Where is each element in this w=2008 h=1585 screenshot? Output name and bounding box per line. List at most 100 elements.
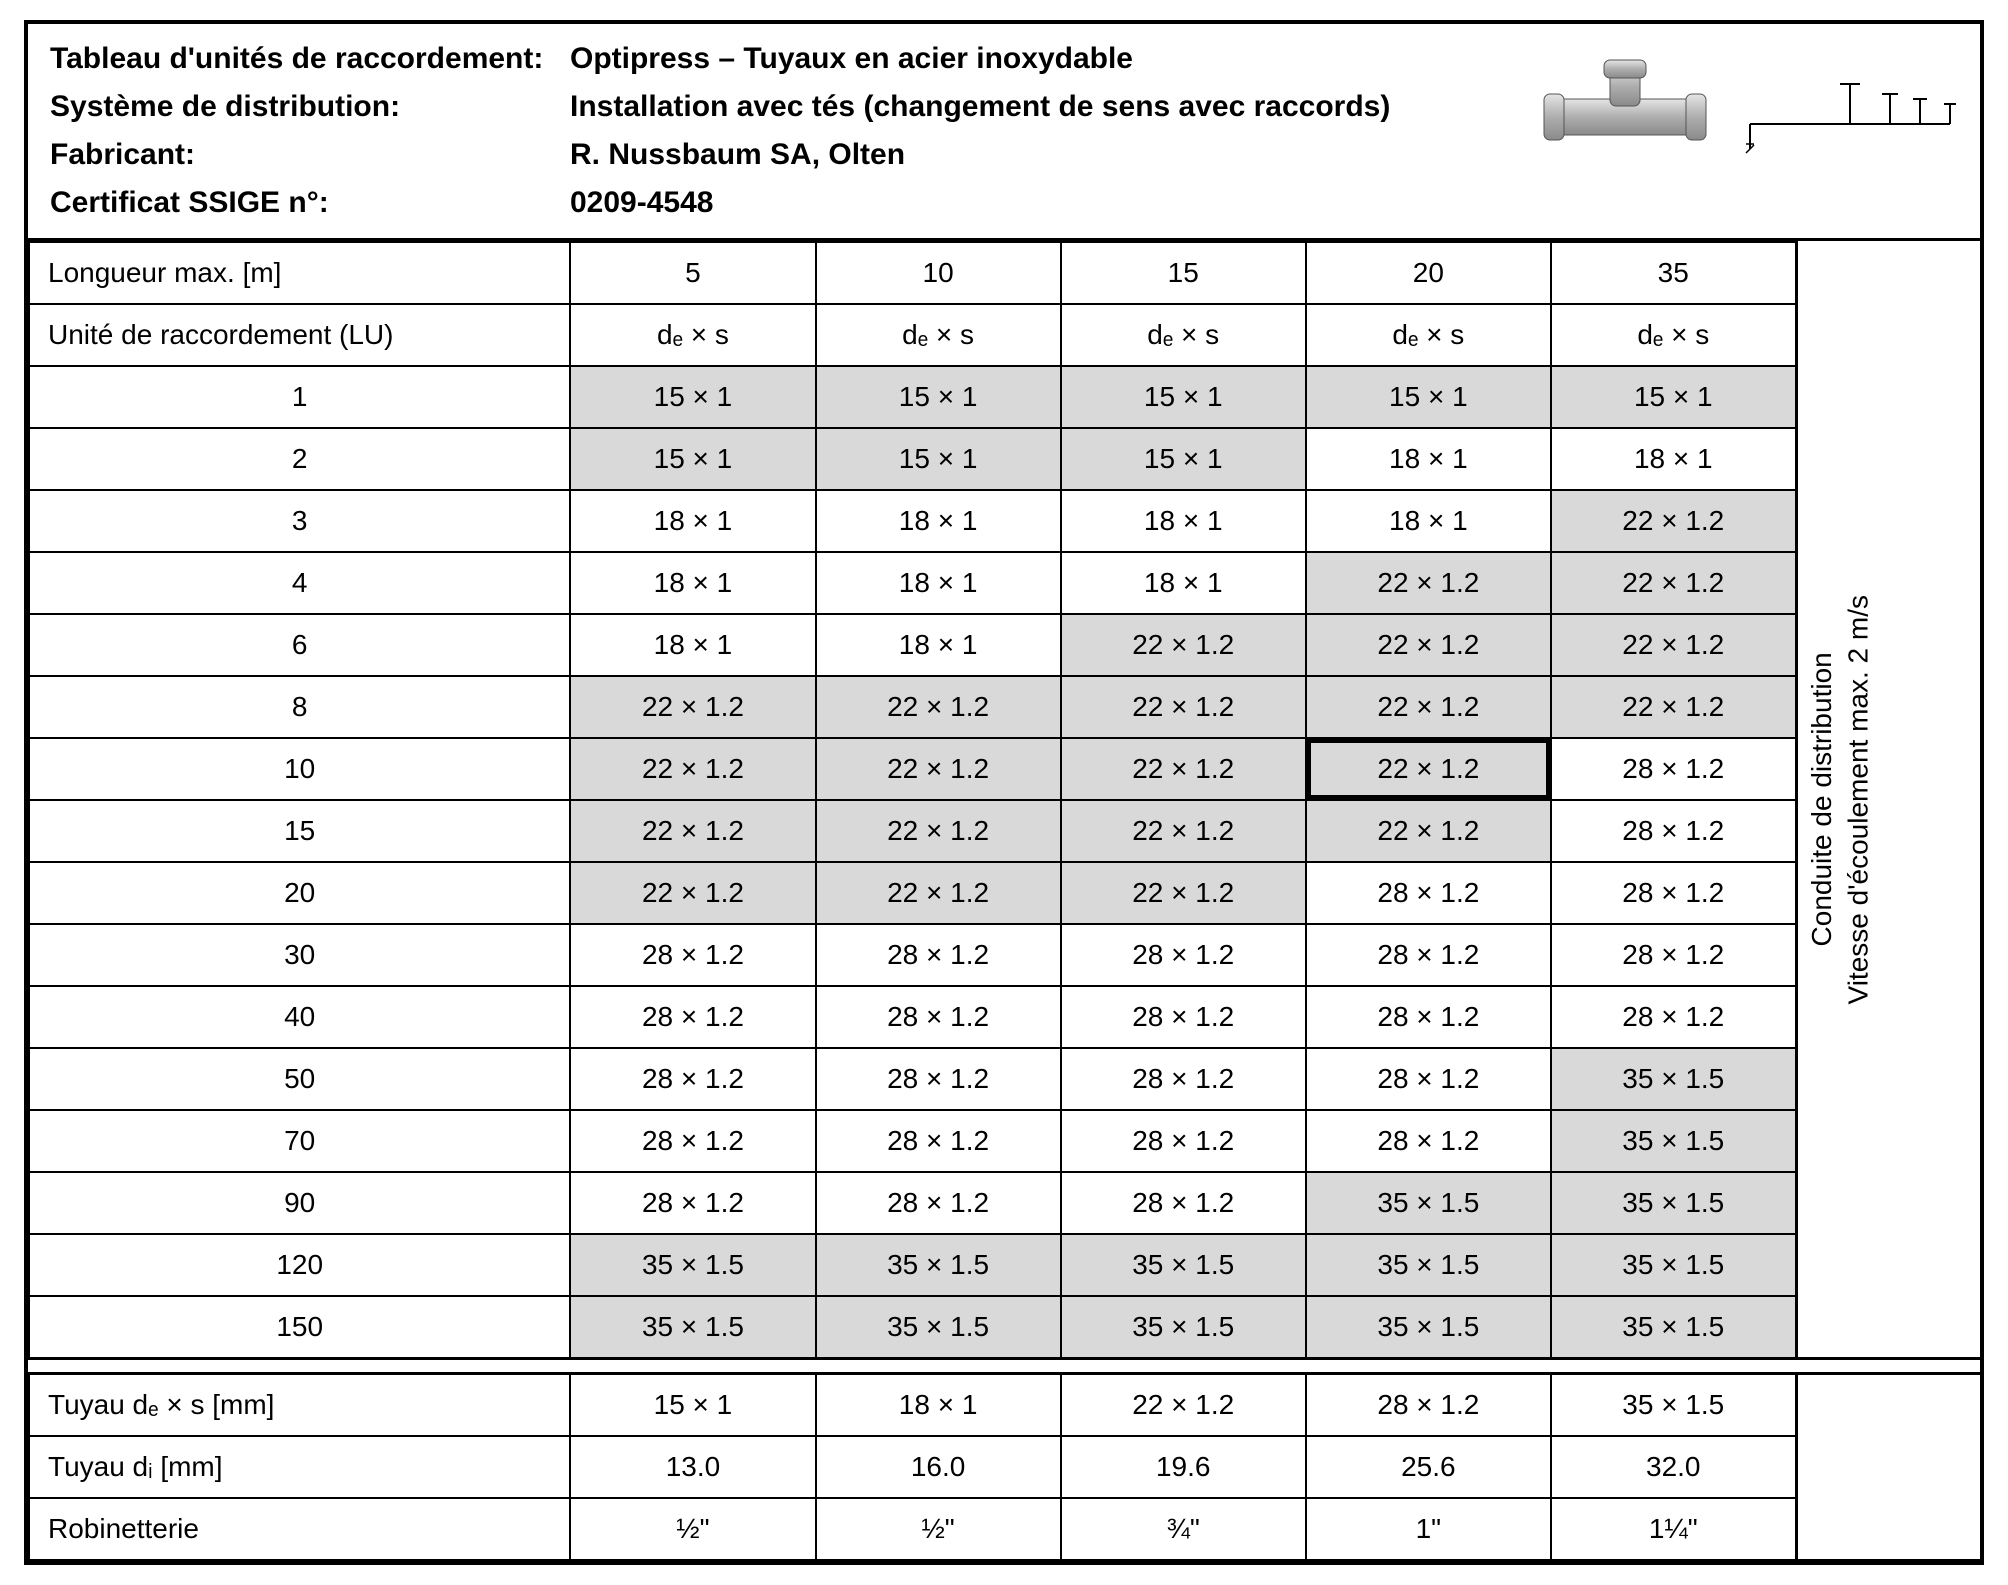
size-cell: 22 × 1.2 — [570, 800, 815, 862]
lu-value: 120 — [29, 1234, 570, 1296]
dexs-header-4: dₑ × s — [1551, 304, 1796, 366]
size-cell: 28 × 1.2 — [1306, 1110, 1551, 1172]
footer-side-blank — [1796, 1436, 1980, 1498]
lu-value: 30 — [29, 924, 570, 986]
size-cell: 22 × 1.2 — [1306, 676, 1551, 738]
size-cell: 35 × 1.5 — [1551, 1048, 1796, 1110]
size-cell: 15 × 1 — [1061, 366, 1306, 428]
side-line2: Vitesse d'écoulement max. 2 m/s — [1842, 595, 1873, 1004]
tee-fitting-icon — [1540, 54, 1710, 159]
size-cell: 35 × 1.5 — [570, 1234, 815, 1296]
footer-cell: 25.6 — [1306, 1436, 1551, 1498]
size-cell: 28 × 1.2 — [1061, 1110, 1306, 1172]
size-cell: 22 × 1.2 — [1061, 676, 1306, 738]
lu-label: Unité de raccordement (LU) — [29, 304, 570, 366]
size-cell: 22 × 1.2 — [1061, 800, 1306, 862]
footer-cell: ½" — [816, 1498, 1061, 1560]
lu-value: 20 — [29, 862, 570, 924]
size-cell: 35 × 1.5 — [570, 1296, 815, 1359]
dexs-header-0: dₑ × s — [570, 304, 815, 366]
footer-cell: 19.6 — [1061, 1436, 1306, 1498]
size-cell: 22 × 1.2 — [1306, 800, 1551, 862]
footer-label-0: Tuyau dₑ × s [mm] — [29, 1374, 570, 1437]
label-certificat: Certificat SSIGE n°: — [50, 186, 570, 220]
side-note-cell: Conduite de distribution Vitesse d'écoul… — [1796, 242, 1980, 1359]
size-cell: 28 × 1.2 — [570, 1172, 815, 1234]
footer-cell: 35 × 1.5 — [1551, 1374, 1796, 1437]
footer-cell: ¾" — [1061, 1498, 1306, 1560]
lu-value: 6 — [29, 614, 570, 676]
size-cell: 35 × 1.5 — [816, 1234, 1061, 1296]
size-cell: 28 × 1.2 — [816, 1172, 1061, 1234]
size-cell: 15 × 1 — [816, 366, 1061, 428]
document-frame: Tableau d'unités de raccordement: Optipr… — [24, 20, 1984, 1565]
size-cell: 18 × 1 — [816, 552, 1061, 614]
sizing-table: Longueur max. [m]51015 20 35 Conduite de d… — [28, 241, 1980, 1561]
size-cell: 22 × 1.2 — [1551, 676, 1796, 738]
size-cell: 28 × 1.2 — [1551, 986, 1796, 1048]
schematic-icon — [1740, 54, 1960, 159]
size-cell: 28 × 1.2 — [570, 1110, 815, 1172]
size-cell: 28 × 1.2 — [1061, 924, 1306, 986]
size-cell: 22 × 1.2 — [1306, 552, 1551, 614]
footer-cell: 28 × 1.2 — [1306, 1374, 1551, 1437]
size-cell: 18 × 1 — [1306, 490, 1551, 552]
lu-value: 70 — [29, 1110, 570, 1172]
size-cell: 22 × 1.2 — [816, 862, 1061, 924]
separator-row — [29, 1359, 1980, 1374]
size-cell: 28 × 1.2 — [1551, 924, 1796, 986]
length-col-1: 10 — [816, 242, 1061, 304]
footer-cell: 18 × 1 — [816, 1374, 1061, 1437]
lu-value: 50 — [29, 1048, 570, 1110]
footer-cell: 1" — [1306, 1498, 1551, 1560]
size-cell: 22 × 1.2 — [1306, 614, 1551, 676]
size-cell: 22 × 1.2 — [570, 738, 815, 800]
size-cell: 15 × 1 — [1306, 366, 1551, 428]
footer-cell: 13.0 — [570, 1436, 815, 1498]
size-cell: 35 × 1.5 — [1551, 1110, 1796, 1172]
size-cell: 28 × 1.2 — [570, 1048, 815, 1110]
size-cell: 15 × 1 — [1551, 366, 1796, 428]
label-fabricant: Fabricant: — [50, 138, 570, 172]
dexs-header-3: dₑ × s — [1306, 304, 1551, 366]
size-cell: 28 × 1.2 — [816, 1048, 1061, 1110]
size-cell: 28 × 1.2 — [816, 986, 1061, 1048]
lu-value: 40 — [29, 986, 570, 1048]
size-cell: 28 × 1.2 — [1306, 986, 1551, 1048]
footer-cell: 1¼" — [1551, 1498, 1796, 1560]
size-cell: 28 × 1.2 — [1306, 862, 1551, 924]
size-cell: 22 × 1.2 — [1551, 490, 1796, 552]
size-cell: 28 × 1.2 — [1061, 986, 1306, 1048]
size-cell: 15 × 1 — [816, 428, 1061, 490]
lu-value: 8 — [29, 676, 570, 738]
length-col-2: 15 — [1061, 242, 1306, 304]
size-cell: 18 × 1 — [570, 552, 815, 614]
footer-side-blank — [1796, 1498, 1980, 1560]
longueur-label: Longueur max. [m] — [29, 242, 570, 304]
size-cell: 18 × 1 — [570, 614, 815, 676]
dexs-header-2: dₑ × s — [1061, 304, 1306, 366]
size-cell: 28 × 1.2 — [1551, 862, 1796, 924]
lu-value: 2 — [29, 428, 570, 490]
size-cell: 35 × 1.5 — [1306, 1296, 1551, 1359]
size-cell: 35 × 1.5 — [1061, 1296, 1306, 1359]
length-col-4: 35 — [1551, 242, 1796, 304]
side-line1: Conduite de distribution — [1806, 652, 1837, 946]
length-col-0: 5 — [570, 242, 815, 304]
footer-cell: 15 × 1 — [570, 1374, 815, 1437]
size-cell: 28 × 1.2 — [570, 924, 815, 986]
size-cell: 35 × 1.5 — [816, 1296, 1061, 1359]
size-cell: 28 × 1.2 — [1306, 1048, 1551, 1110]
size-cell: 22 × 1.2 — [1551, 614, 1796, 676]
footer-side-blank — [1796, 1374, 1980, 1437]
size-cell: 28 × 1.2 — [816, 1110, 1061, 1172]
size-cell: 15 × 1 — [570, 366, 815, 428]
footer-cell: ½" — [570, 1498, 815, 1560]
size-cell: 18 × 1 — [1551, 428, 1796, 490]
size-cell: 22 × 1.2 — [816, 738, 1061, 800]
lu-value: 4 — [29, 552, 570, 614]
size-cell: 22 × 1.2 — [1061, 738, 1306, 800]
size-cell: 22 × 1.2 — [816, 676, 1061, 738]
size-cell: 28 × 1.2 — [570, 986, 815, 1048]
size-cell: 28 × 1.2 — [1551, 800, 1796, 862]
